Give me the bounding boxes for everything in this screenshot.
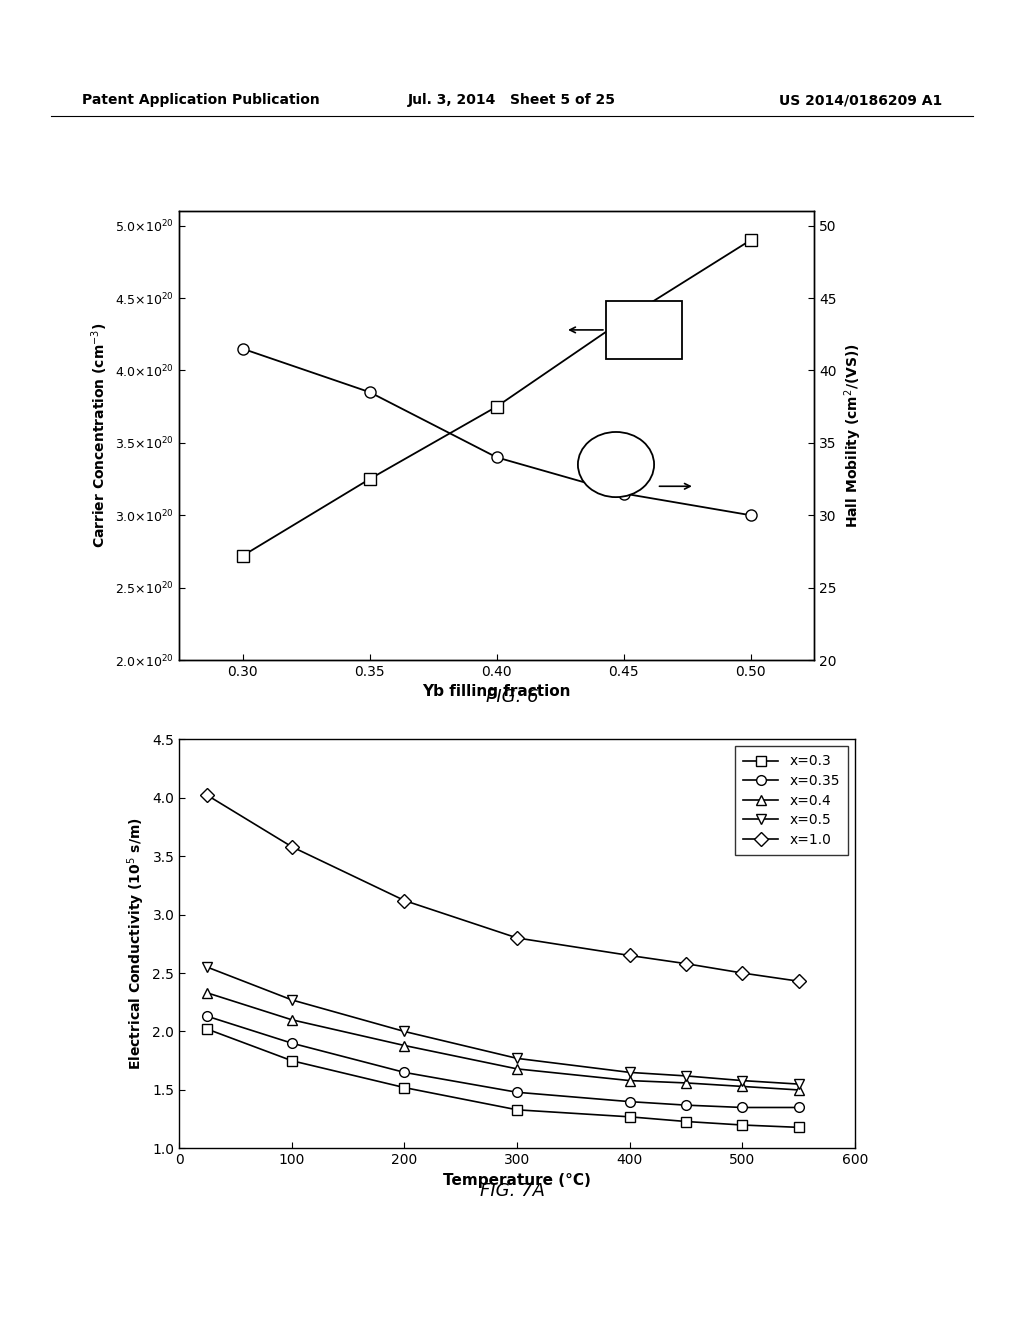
x=0.4 [624,1073,636,1089]
x=0.3 [680,1114,692,1130]
x=0.4 [680,1074,692,1090]
x=0.35 [201,1008,213,1024]
x=0.35 [286,1035,298,1051]
X-axis label: Yb filling fraction: Yb filling fraction [422,684,571,700]
Line: x=1.0: x=1.0 [203,791,804,986]
x=0.35 [680,1097,692,1113]
x=1.0 [793,973,805,989]
Line: x=0.4: x=0.4 [203,989,804,1094]
X-axis label: Temperature (°C): Temperature (°C) [443,1172,591,1188]
x=0.3 [511,1102,523,1118]
Y-axis label: Carrier Concentration (cm$^{-3}$): Carrier Concentration (cm$^{-3}$) [89,323,110,548]
x=0.5 [511,1051,523,1067]
x=0.5 [286,993,298,1008]
x=0.35 [624,1094,636,1110]
x=0.4 [286,1012,298,1028]
Line: x=0.5: x=0.5 [203,962,804,1089]
x=0.3 [398,1080,411,1096]
Text: Jul. 3, 2014   Sheet 5 of 25: Jul. 3, 2014 Sheet 5 of 25 [408,94,616,107]
x=0.35 [511,1084,523,1100]
x=0.4 [511,1061,523,1077]
Text: FIG. 7A: FIG. 7A [479,1181,545,1200]
x=0.3 [286,1053,298,1069]
x=0.3 [201,1022,213,1038]
Text: FIG. 6: FIG. 6 [485,688,539,706]
Legend: x=0.3, x=0.35, x=0.4, x=0.5, x=1.0: x=0.3, x=0.35, x=0.4, x=0.5, x=1.0 [735,746,848,855]
Y-axis label: Hall Mobility (cm$^{2}$/(VS)): Hall Mobility (cm$^{2}$/(VS)) [842,343,863,528]
x=0.5 [398,1023,411,1039]
x=1.0 [286,838,298,854]
x=1.0 [511,931,523,946]
Line: x=0.35: x=0.35 [203,1011,804,1113]
Bar [606,301,682,359]
x=0.4 [201,985,213,1001]
Line: x=0.3: x=0.3 [203,1024,804,1133]
x=0.5 [624,1064,636,1080]
x=1.0 [624,948,636,964]
x=0.35 [736,1100,749,1115]
x=0.5 [736,1073,749,1089]
x=1.0 [680,956,692,972]
x=0.3 [624,1109,636,1125]
x=0.5 [201,960,213,975]
x=0.4 [793,1082,805,1098]
x=0.5 [793,1076,805,1092]
x=1.0 [201,788,213,804]
x=0.35 [398,1064,411,1080]
x=0.5 [680,1068,692,1084]
Y-axis label: Electrical Conductivity (10$^{5}$ s/m): Electrical Conductivity (10$^{5}$ s/m) [125,817,146,1071]
x=1.0 [398,892,411,908]
x=0.4 [736,1078,749,1094]
Text: Patent Application Publication: Patent Application Publication [82,94,319,107]
x=1.0 [736,965,749,981]
x=0.3 [793,1119,805,1135]
x=0.4 [398,1038,411,1053]
Ellipse shape [578,432,654,498]
x=0.35 [793,1100,805,1115]
x=0.3 [736,1117,749,1133]
Text: US 2014/0186209 A1: US 2014/0186209 A1 [779,94,942,107]
